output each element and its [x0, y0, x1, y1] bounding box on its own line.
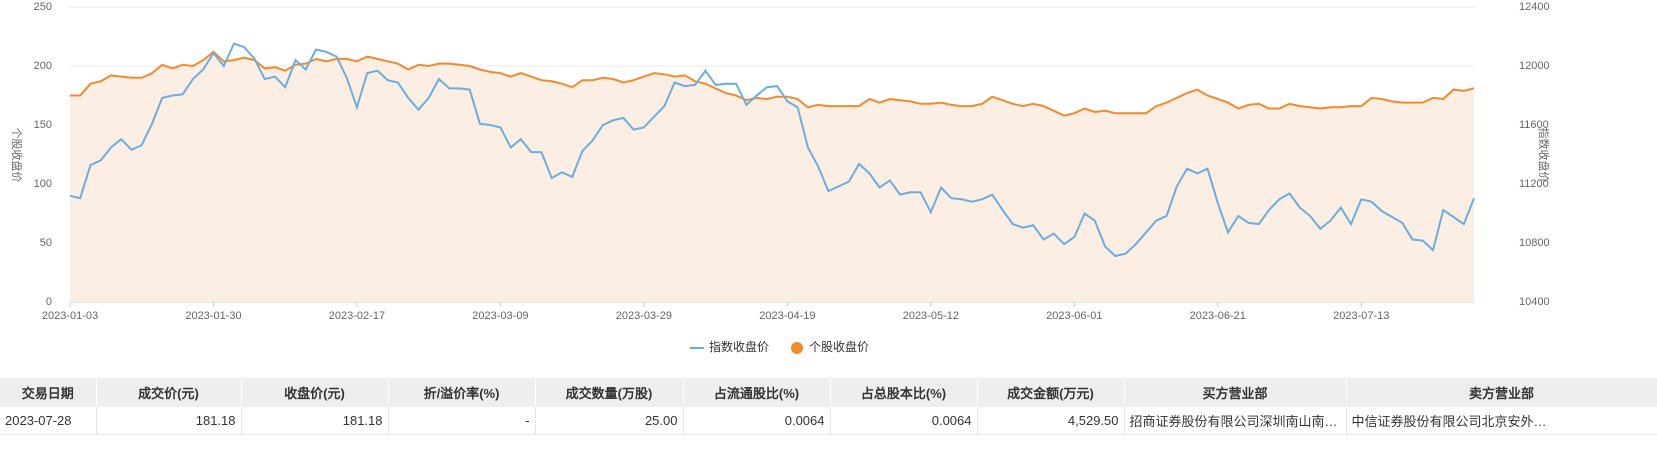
y2-axis-label: 指数收盘价: [1537, 128, 1551, 183]
x-tick-label: 2023-06-21: [1190, 310, 1246, 322]
line: [70, 50, 1475, 117]
y2-tick-label: 10400: [1519, 296, 1550, 308]
cell: 招商证券股份有限公司深圳南山南…: [1124, 407, 1347, 435]
y-tick-label: 150: [34, 119, 52, 131]
header-cell: 收盘价(元): [241, 378, 389, 407]
y-axis-label: 个股收盘价: [10, 128, 24, 183]
header-cell: 成交价(元): [96, 378, 242, 407]
legend-marker: [791, 342, 803, 354]
header-cell: 占总股本比(%): [830, 378, 978, 407]
cell: 25.00: [535, 407, 684, 435]
x-tick-label: 2023-03-29: [616, 310, 672, 322]
x-tick-label: 2023-06-01: [1046, 310, 1102, 322]
cell: 181.18: [241, 407, 389, 435]
y2-tick-label: 11600: [1519, 119, 1549, 131]
header-cell: 买方营业部: [1124, 378, 1347, 407]
area: [70, 51, 1474, 302]
x-tick-label: 2023-01-03: [42, 310, 98, 322]
y-tick-label: 50: [40, 237, 52, 249]
legend-label: 个股收盘价: [809, 339, 869, 354]
y-tick-label: 100: [34, 178, 52, 190]
x-tick-label: 2023-04-19: [759, 310, 815, 322]
cell: 181.18: [96, 407, 242, 435]
x-tick-label: 2023-02-17: [329, 310, 385, 322]
chart: 个股收盘价 指数收盘价 0 50 100 150 200 250 10400 10800 112…: [10, 1, 1551, 354]
header-cell: 折/溢价率(%): [388, 378, 536, 407]
header-cell: 成交数量(万股): [535, 378, 684, 407]
cell: 4,529.50: [977, 407, 1125, 435]
y2-tick-label: 10800: [1519, 237, 1550, 249]
header-cell: 成交金额(万元): [977, 378, 1125, 407]
y-tick-label: 200: [34, 60, 52, 72]
cell: 0.0064: [830, 407, 978, 435]
cell: -: [388, 407, 536, 435]
y2-tick-label: 12000: [1519, 60, 1550, 72]
cell: 中信证券股份有限公司北京安外…: [1346, 407, 1657, 435]
y-tick-label: 250: [34, 1, 52, 13]
header-cell: 交易日期: [0, 378, 97, 407]
cell: 2023-07-28: [0, 407, 97, 435]
x-tick-label: 2023-05-12: [903, 310, 959, 322]
x-tick-label: 2023-03-09: [472, 310, 528, 322]
y2-tick-label: 11200: [1519, 178, 1549, 190]
x-tick-label: 2023-01-30: [185, 310, 241, 322]
y2-tick-label: 12400: [1519, 1, 1550, 13]
y-tick-label: 0: [46, 296, 52, 308]
x-tick-label: 2023-07-13: [1333, 310, 1389, 322]
cell: 0.0064: [683, 407, 831, 435]
line: [69, 42, 1475, 258]
header-cell: 占流通股比(%): [683, 378, 831, 407]
trade-table: 交易日期 成交价(元) 收盘价(元) 折/溢价率(%) 成交数量(万股) 占流通股比(%)…: [0, 378, 1657, 435]
header-cell: 卖方营业部: [1346, 378, 1657, 407]
legend-label: 指数收盘价: [709, 339, 769, 354]
